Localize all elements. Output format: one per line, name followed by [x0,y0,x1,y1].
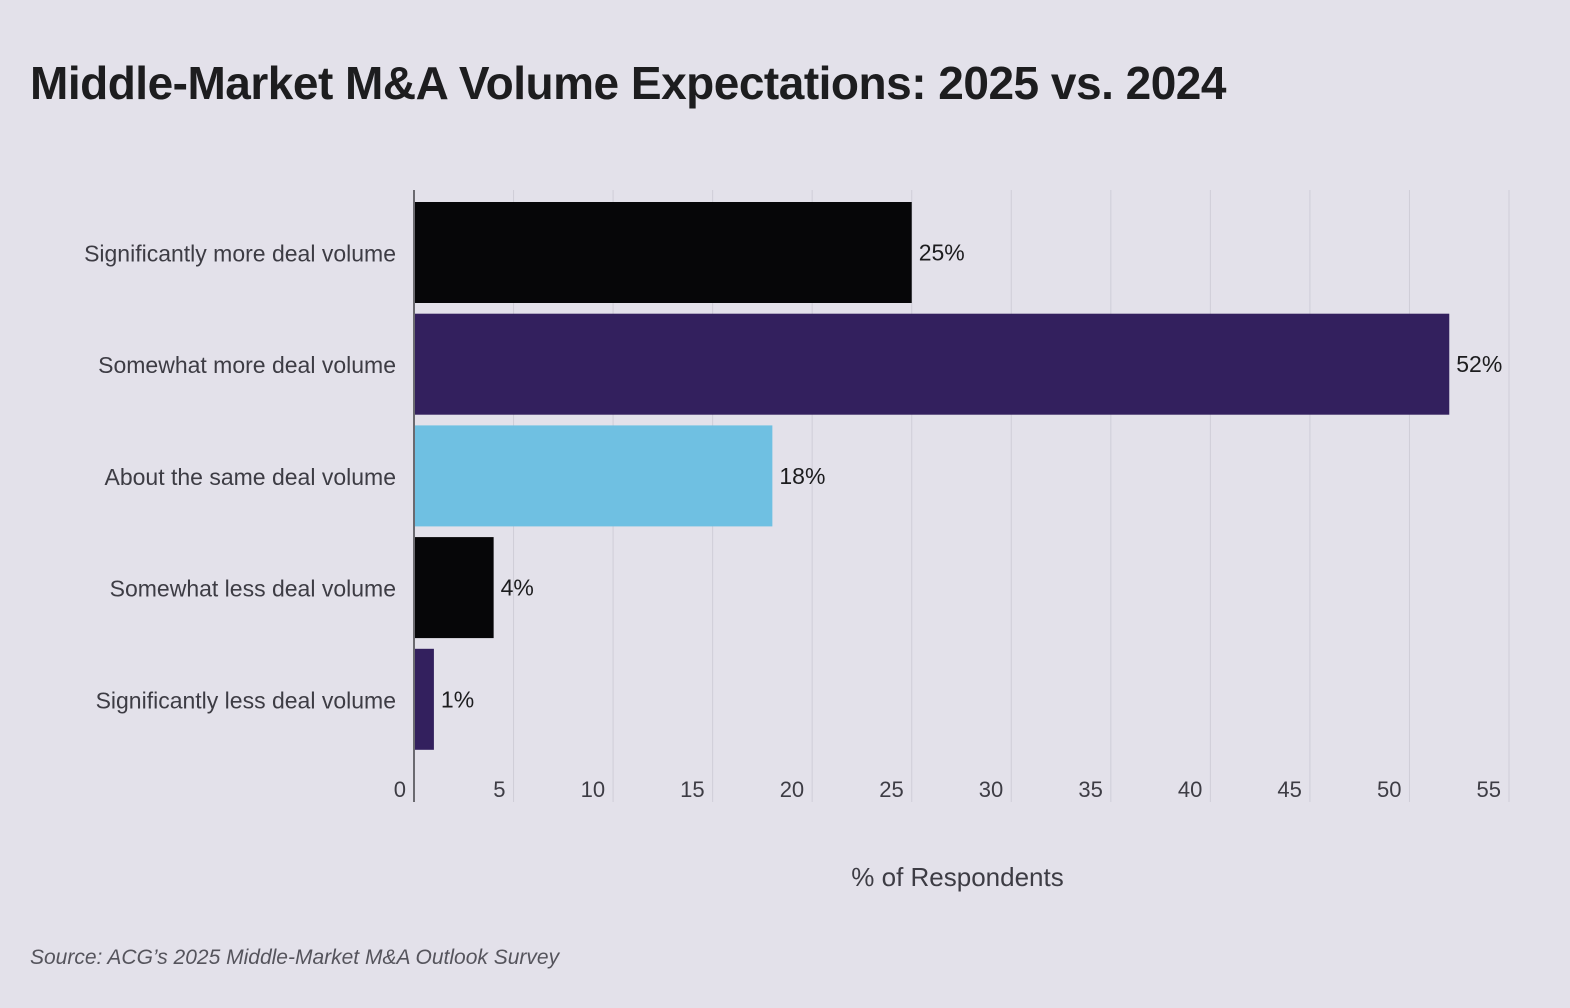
category-label: About the same deal volume [104,464,396,490]
bar [414,313,1450,415]
x-tick-label: 40 [1178,777,1202,802]
x-tick-label: 10 [581,777,605,802]
x-tick-label: 50 [1377,777,1401,802]
bar [414,537,494,639]
bar [414,648,434,750]
x-tick-label: 55 [1477,777,1501,802]
x-tick-label: 5 [493,777,505,802]
data-label: 4% [501,575,534,601]
data-label: 1% [441,686,474,712]
data-label: 18% [779,463,825,489]
x-tick-label: 0 [394,777,406,802]
x-tick-label: 15 [680,777,704,802]
data-label: 52% [1456,351,1502,377]
source-note: Source: ACG’s 2025 Middle-Market M&A Out… [30,946,560,969]
category-label: Significantly more deal volume [84,241,396,267]
x-tick-label: 45 [1277,777,1301,802]
x-tick-label: 30 [979,777,1003,802]
category-label: Somewhat less deal volume [110,576,396,602]
data-label: 25% [919,240,965,266]
x-axis-label: % of Respondents [851,862,1064,892]
x-tick-label: 35 [1078,777,1102,802]
x-tick-label: 20 [780,777,804,802]
bar [414,425,773,527]
category-label: Somewhat more deal volume [98,352,396,378]
x-tick-label: 25 [879,777,903,802]
category-label: Significantly less deal volume [96,687,396,713]
bar [414,202,912,303]
chart-title: Middle-Market M&A Volume Expectations: 2… [30,57,1226,109]
